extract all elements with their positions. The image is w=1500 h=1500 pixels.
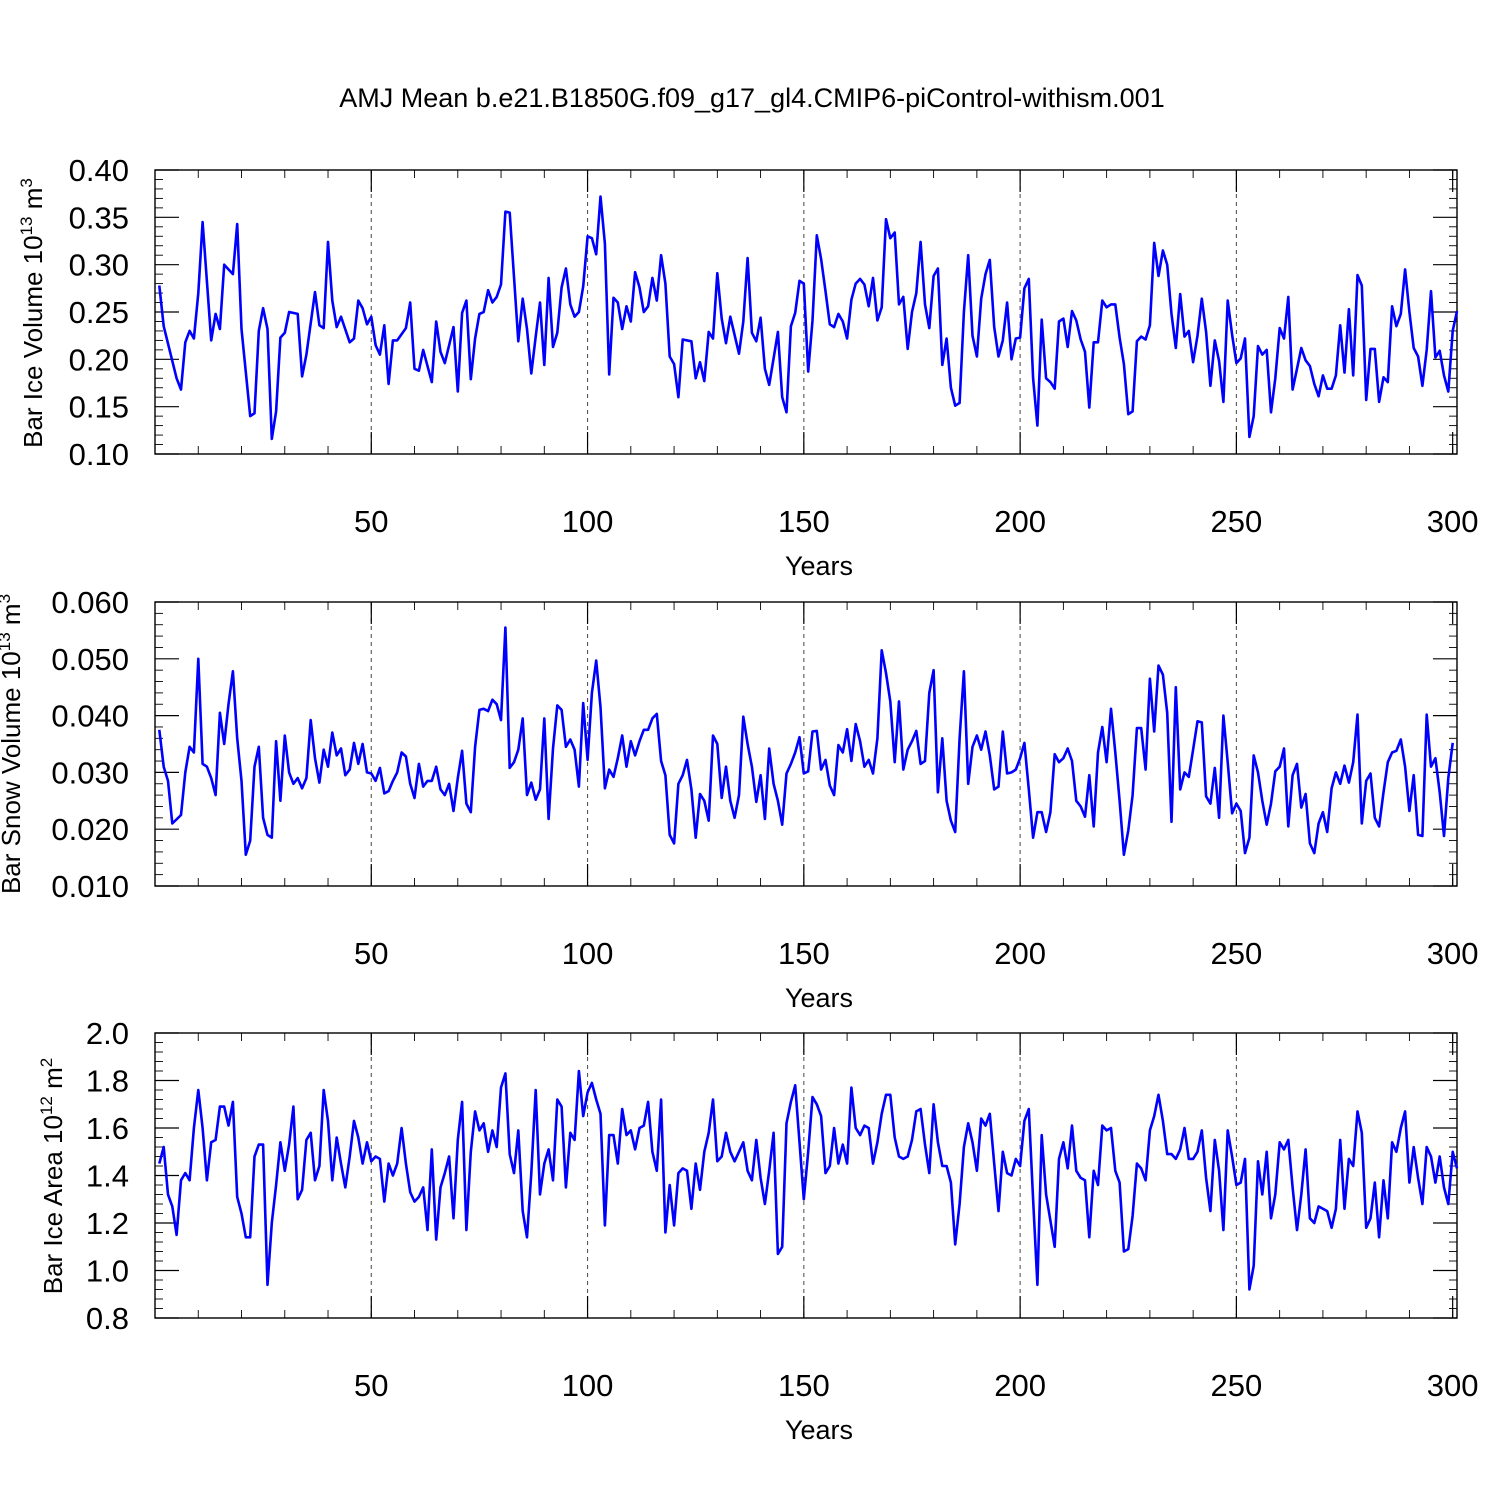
x-tick-label: 100	[562, 1368, 614, 1403]
y-tick-label: 0.8	[86, 1301, 129, 1336]
x-tick-label: 150	[778, 504, 830, 539]
x-tick-label: 50	[354, 936, 388, 971]
y-tick-label: 0.020	[51, 812, 129, 847]
x-axis-label: Years	[785, 983, 853, 1013]
y-axis-label: Bar Ice Volume 1013 m3	[17, 178, 48, 448]
x-tick-label: 200	[994, 504, 1046, 539]
x-tick-label: 200	[994, 1368, 1046, 1403]
x-tick-label: 50	[354, 1368, 388, 1403]
y-tick-label: 2.0	[86, 1016, 129, 1051]
x-tick-label: 300	[1427, 936, 1479, 971]
x-axis-label: Years	[785, 551, 853, 581]
series-line	[158, 626, 1454, 857]
y-tick-label: 1.2	[86, 1206, 129, 1241]
y-tick-label: 0.040	[51, 699, 129, 734]
chart-panel-3: 0.8 1.0 1.2 1.4 1.6 1.8 2.0 50 100 150 200 250 300 Ye…	[37, 1016, 1479, 1445]
x-tick-label: 300	[1427, 504, 1479, 539]
panels: 0.10 0.15 0.20 0.25 0.30 0.35 0.40 50 100 150 200 2…	[0, 153, 1479, 1445]
y-tick-label: 0.010	[51, 869, 129, 904]
x-tick-label: 100	[562, 504, 614, 539]
y-axis-label: Bar Ice Area 1012 m2	[37, 1058, 68, 1295]
x-tick-label: 200	[994, 936, 1046, 971]
x-tick-label: 300	[1427, 1368, 1479, 1403]
plot-frame	[154, 601, 1458, 887]
y-tick-label: 1.0	[86, 1254, 129, 1289]
y-tick-label: 1.6	[86, 1111, 129, 1146]
y-tick-label: 0.25	[69, 295, 129, 330]
series-line	[158, 195, 1459, 441]
chart-panel-1: 0.10 0.15 0.20 0.25 0.30 0.35 0.40 50 100 150 200 2…	[17, 153, 1479, 581]
y-tick-label: 1.4	[86, 1159, 129, 1194]
y-tick-label: 0.20	[69, 342, 129, 377]
chart-panel-2: 0.010 0.020 0.030 0.040 0.050 0.060 50 100 150 20…	[0, 585, 1479, 1013]
x-tick-label: 250	[1211, 504, 1263, 539]
y-tick-label: 0.15	[69, 390, 129, 425]
y-tick-label: 0.060	[51, 585, 129, 620]
x-tick-label: 250	[1211, 1368, 1263, 1403]
y-tick-label: 0.10	[69, 437, 129, 472]
x-tick-label: 50	[354, 504, 388, 539]
x-axis-label: Years	[785, 1415, 853, 1445]
y-tick-label: 0.050	[51, 642, 129, 677]
x-tick-label: 150	[778, 1368, 830, 1403]
y-tick-label: 0.40	[69, 153, 129, 188]
y-tick-label: 0.35	[69, 200, 129, 235]
y-tick-label: 1.8	[86, 1064, 129, 1099]
series-line	[158, 1069, 1459, 1291]
y-axis-label: Bar Snow Volume 1013 m3	[0, 594, 26, 894]
chart-title: AMJ Mean b.e21.B1850G.f09_g17_gl4.CMIP6-…	[339, 83, 1164, 113]
y-tick-label: 0.030	[51, 755, 129, 790]
x-tick-label: 150	[778, 936, 830, 971]
x-tick-label: 250	[1211, 936, 1263, 971]
y-tick-label: 0.30	[69, 248, 129, 283]
x-tick-label: 100	[562, 936, 614, 971]
